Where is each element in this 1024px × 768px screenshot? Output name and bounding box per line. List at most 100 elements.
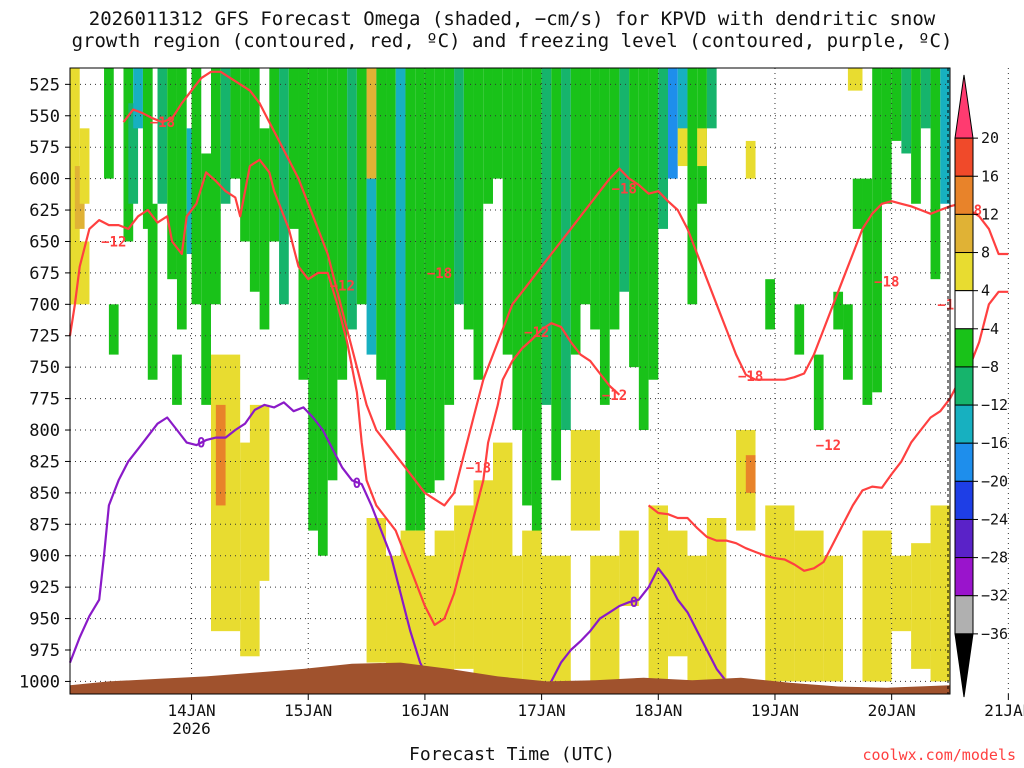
colorbar-label: −12 — [981, 396, 1008, 414]
y-tick-label: 675 — [29, 264, 60, 284]
omega-shade-cell — [157, 68, 168, 204]
omega-shade-cell — [259, 128, 270, 330]
y-tick-label: 900 — [29, 547, 60, 567]
x-tick-label: 20JAN — [868, 701, 916, 720]
omega-shade-cell — [677, 128, 688, 167]
credit-link[interactable]: coolwx.com/models — [862, 746, 1016, 764]
contour-line-freezing-level — [68, 401, 431, 682]
omega-shade-cell — [210, 68, 221, 305]
contour-label: 0 — [197, 436, 205, 452]
omega-shade-cell — [167, 68, 177, 280]
omega-shade-cell — [502, 68, 513, 355]
omega-shade-cell — [609, 68, 620, 330]
contour-label: −12 — [101, 234, 126, 250]
contour-label: −12 — [524, 325, 549, 341]
omega-shade-cell — [308, 68, 318, 531]
colorbar-label: 12 — [981, 205, 999, 223]
x-tick-label: 14JAN — [167, 701, 215, 720]
omega-shade-cell — [901, 68, 912, 154]
y-tick-label: 875 — [29, 515, 60, 535]
y-tick-label: 725 — [29, 327, 60, 347]
colorbar-swatch — [954, 518, 974, 559]
omega-shade-cell — [249, 404, 270, 581]
omega-shade-cell — [911, 543, 931, 669]
colorbar-label: −32 — [981, 587, 1008, 605]
chart-title-line1: 2026011312 GFS Forecast Omega (shaded, −… — [88, 8, 936, 30]
omega-shade-cell — [356, 68, 367, 305]
omega-shade-cell — [395, 68, 406, 431]
omega-shade-cell — [104, 68, 114, 179]
omega-shade-cell — [843, 304, 853, 380]
omega-shade-cell — [133, 68, 143, 129]
omega-shade-cell — [108, 304, 119, 355]
omega-shade-cell — [240, 68, 250, 242]
omega-shade-cell — [454, 68, 464, 305]
omega-shade-cell — [79, 128, 90, 204]
omega-shade-cell — [502, 555, 523, 682]
contour-line-dgz — [122, 70, 1009, 507]
omega-shade-cell — [794, 530, 824, 682]
omega-shade-cell — [833, 291, 844, 330]
omega-shade-cell — [891, 555, 912, 632]
omega-shade-cell — [687, 555, 707, 682]
x-tick-label: 21JAN — [984, 701, 1024, 720]
omega-shade-cell — [619, 68, 630, 292]
colorbar-label: 20 — [981, 129, 999, 147]
omega-shade-cell — [629, 68, 639, 368]
omega-shade-cell — [142, 68, 153, 229]
y-tick-label: 550 — [29, 107, 60, 127]
y-tick-label: 650 — [29, 232, 60, 252]
colorbar-swatch — [954, 137, 974, 177]
contour-label: −18 — [466, 461, 491, 477]
omega-shade-cell — [463, 68, 474, 330]
omega-shade-cell — [648, 68, 659, 380]
omega-shade-cell — [911, 68, 921, 204]
contour-label: −18 — [738, 369, 763, 385]
colorbar-label: 4 — [981, 282, 990, 300]
omega-shade-cell — [492, 68, 503, 179]
contour-label: −18 — [427, 266, 452, 282]
omega-shade-cell — [940, 68, 950, 204]
omega-shade-cell — [823, 555, 844, 682]
colorbar-swatch — [954, 328, 974, 368]
omega-shade-cell — [279, 68, 289, 305]
omega-shade-cell — [745, 140, 756, 179]
omega-shade-cell — [366, 518, 387, 663]
omega-shade-cell — [172, 354, 182, 405]
omega-shade-cell — [862, 530, 892, 682]
omega-shade-cell — [920, 68, 931, 129]
omega-shade-cell — [454, 505, 474, 669]
x-tick-label: 19JAN — [751, 701, 799, 720]
omega-shade-cell — [570, 430, 600, 531]
omega-shade-cell — [706, 68, 717, 129]
omega-shade-cell — [541, 68, 552, 405]
omega-shade-cell — [570, 68, 581, 355]
omega-shade-cell — [191, 68, 202, 305]
omega-shade-cell — [561, 68, 571, 431]
omega-shade-cell — [658, 68, 669, 229]
omega-shade-cell — [176, 68, 187, 330]
contour-label: 0 — [353, 476, 361, 492]
omega-shade-cell — [147, 203, 158, 380]
contour-line-dgz — [68, 158, 621, 626]
contour-label: 0 — [630, 595, 638, 611]
x-tick-label: 17JAN — [518, 701, 566, 720]
omega-shade-cell — [483, 68, 493, 204]
y-tick-label: 950 — [29, 610, 60, 630]
colorbar-swatch — [954, 442, 974, 482]
omega-shade-cell — [551, 68, 562, 481]
y-tick-label: 750 — [29, 358, 60, 378]
omega-shade-cell — [930, 505, 950, 682]
omega-shade-cell — [765, 505, 795, 682]
colorbar-label: −8 — [981, 358, 999, 376]
omega-shade-cell — [230, 68, 241, 179]
x-tick-label: 16JAN — [401, 701, 449, 720]
colorbar-swatch — [954, 366, 974, 406]
y-tick-label: 700 — [29, 295, 60, 315]
colorbar-swatch — [954, 595, 974, 635]
chart-title-line2: growth region (contoured, red, ºC) and f… — [71, 30, 953, 52]
colorbar-swatch — [954, 252, 974, 292]
omega-shade-cell — [745, 455, 756, 493]
omega-shade-cell — [337, 68, 348, 380]
